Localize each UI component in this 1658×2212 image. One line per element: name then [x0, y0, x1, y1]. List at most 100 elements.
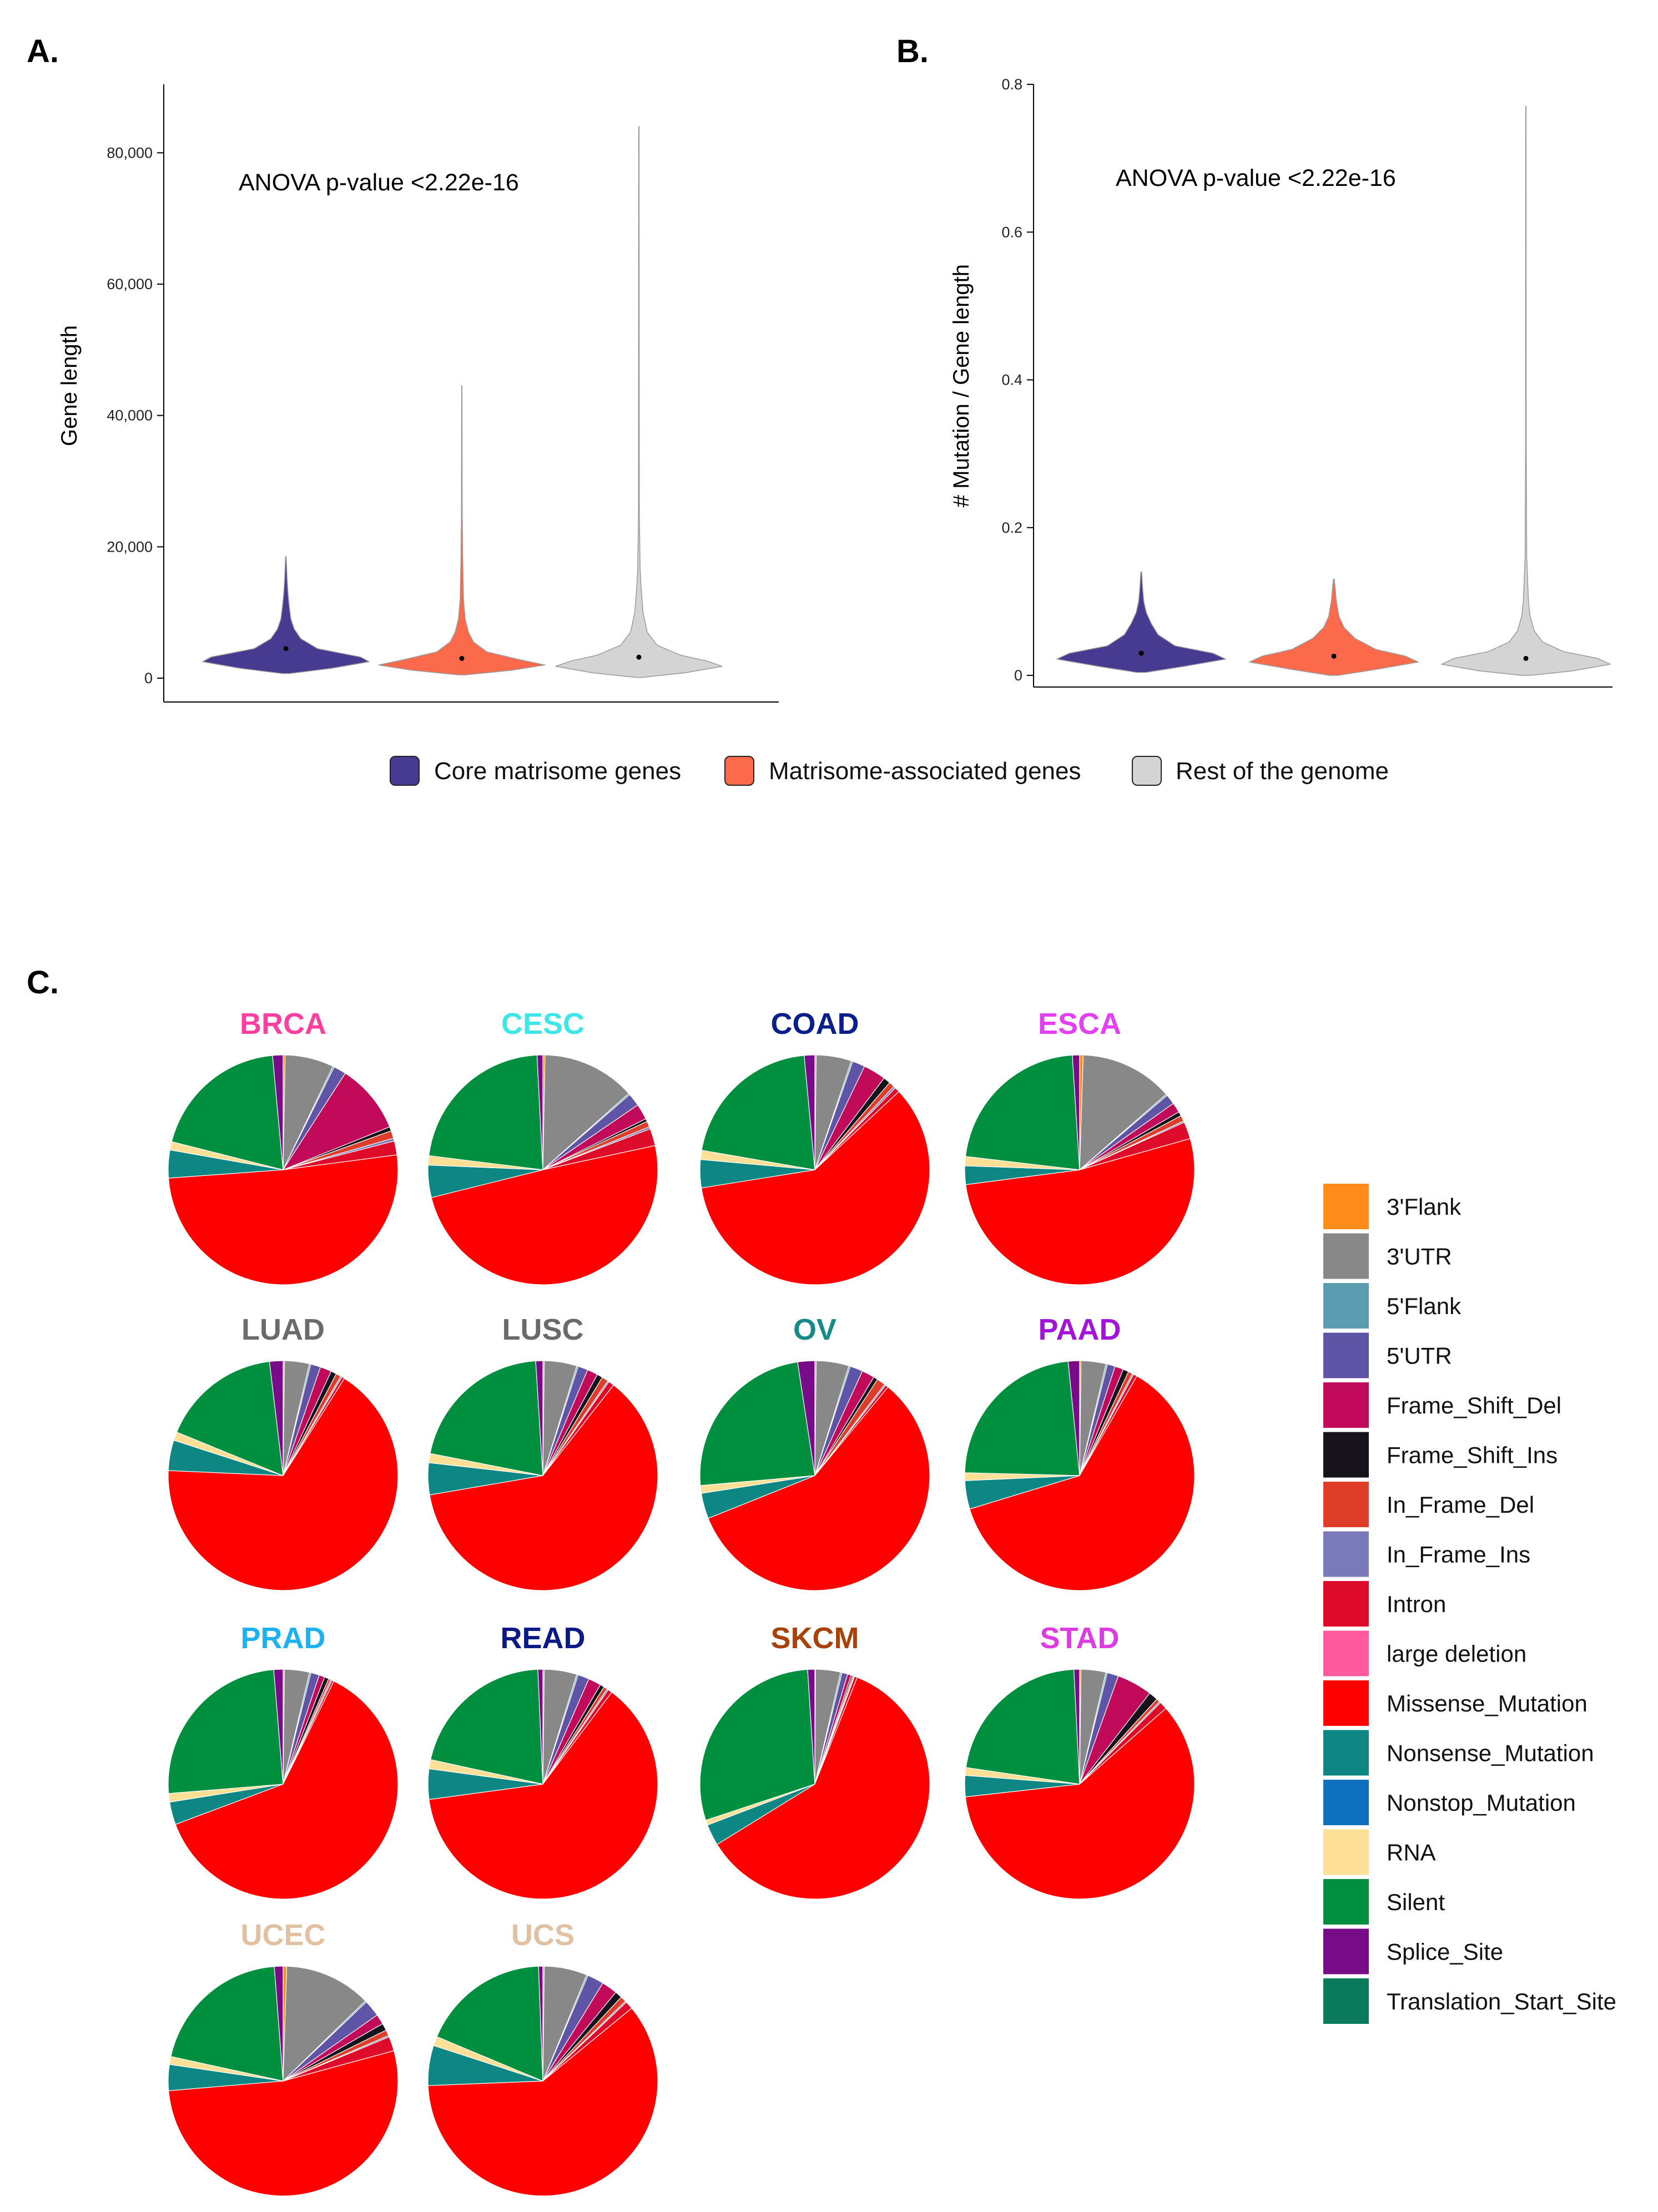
pie-slice-missense-mutation — [431, 1145, 658, 1285]
violins — [202, 126, 723, 678]
legend-label: Nonstop_Mutation — [1387, 1790, 1576, 1816]
legend-label: Frame_Shift_Ins — [1387, 1442, 1558, 1468]
pie-title: BRCA — [240, 1007, 326, 1041]
pie-slice-silent — [699, 1669, 815, 1821]
pie-grid: BRCA CESC COAD ESCA LUAD LUSC OV PAAD PRAD READ SK… — [168, 1007, 1195, 2196]
legend-label: Matrisome-associated genes — [769, 757, 1081, 785]
legend-item-3-utr: 3'UTR — [1323, 1233, 1452, 1279]
pie-slice-missense-mutation — [168, 1378, 399, 1591]
legend-item-large-deletion: large deletion — [1323, 1630, 1526, 1676]
pie-ucs: UCS — [427, 1918, 658, 2196]
violin-median-dot — [459, 656, 465, 661]
y-tick-label: 0.8 — [1001, 76, 1022, 93]
legend-item-intron: Intron — [1323, 1581, 1446, 1627]
legend-swatch — [1323, 1978, 1369, 2024]
pie-slice-silent — [428, 1054, 543, 1170]
pie-slice-missense-mutation — [429, 1691, 658, 1900]
pie-slice-missense-mutation — [708, 1386, 930, 1591]
pie-slice-missense-mutation — [965, 1708, 1195, 1900]
pie-slice-missense-mutation — [969, 1375, 1195, 1591]
pie-slice-missense-mutation — [965, 1138, 1195, 1285]
legend-label: Intron — [1387, 1591, 1446, 1617]
pie-esca: ESCA — [964, 1007, 1195, 1285]
pie-slice-silent — [436, 1966, 543, 2082]
pie-slice-missense-mutation — [717, 1676, 930, 1900]
legend-swatch — [390, 756, 420, 786]
y-tick-label: 0 — [144, 670, 153, 686]
violin-body — [555, 126, 723, 678]
y-tick-label: 60,000 — [107, 276, 153, 292]
legend-swatch — [1323, 1382, 1369, 1428]
pie-title: LUSC — [502, 1313, 584, 1346]
pie-slice-silent — [171, 1055, 284, 1170]
legend-label: Frame_Shift_Del — [1387, 1392, 1561, 1418]
pie-title: STAD — [1040, 1622, 1120, 1655]
pie-coad: COAD — [699, 1007, 930, 1285]
legend-item-missense-mutation: Missense_Mutation — [1323, 1680, 1588, 1726]
legend-swatch — [1323, 1432, 1369, 1478]
legend-item-splice-site: Splice_Site — [1323, 1928, 1503, 1974]
violin-body — [1441, 106, 1611, 676]
pie-title: READ — [500, 1622, 585, 1655]
pie-slice-missense-mutation — [427, 2007, 658, 2196]
legend-item-in-frame-del: In_Frame_Del — [1323, 1482, 1534, 1527]
pie-cesc: CESC — [427, 1007, 658, 1285]
pie-slice-missense-mutation — [429, 1385, 658, 1591]
pie-slice-splice-site — [272, 1054, 284, 1170]
pie-title: COAD — [771, 1007, 859, 1041]
pie-slice-splice-site — [273, 1669, 284, 1785]
pie-title: UCEC — [240, 1918, 325, 1952]
violin-body — [1056, 571, 1226, 673]
legend-item-rest: Rest of the genome — [1132, 756, 1389, 786]
legend-item-rna: RNA — [1323, 1829, 1436, 1875]
pie-slice-3-utr — [283, 1966, 366, 2082]
legend-label: RNA — [1387, 1840, 1436, 1866]
pie-slice-silent — [168, 1669, 284, 1794]
pie-slice-splice-site — [535, 1360, 543, 1476]
pie-luad: LUAD — [168, 1313, 399, 1591]
legend-swatch — [1323, 1780, 1369, 1825]
anova-annotation: ANOVA p-value <2.22e-16 — [239, 169, 519, 196]
violin-chart-gene-length: 0 20,000 40,000 60,000 80,000 Gene length AN… — [57, 84, 779, 703]
panel-a-label: A. — [27, 33, 59, 69]
pie-lusc: LUSC — [427, 1313, 658, 1591]
pie-slice-splice-site — [807, 1669, 815, 1785]
violins — [1056, 106, 1611, 676]
pie-slice-missense-mutation — [168, 1154, 399, 1285]
legend-item-frame-shift-del: Frame_Shift_Del — [1323, 1382, 1561, 1428]
legend-label: 3'Flank — [1387, 1194, 1462, 1220]
y-ticks: 0 0.2 0.4 0.6 0.8 — [1001, 76, 1034, 684]
legend-swatch — [1323, 1680, 1369, 1726]
legend-swatch — [1132, 756, 1162, 786]
pie-slice-missense-mutation — [175, 1680, 399, 1900]
legend-swatch — [1323, 1581, 1369, 1627]
pie-slice-splice-site — [804, 1054, 815, 1170]
pie-slice-splice-site — [797, 1360, 815, 1476]
pie-slice-silent — [701, 1055, 815, 1170]
legend-swatch — [724, 756, 754, 786]
legend-item-core: Core matrisome genes — [390, 756, 681, 786]
legend-label: Silent — [1387, 1889, 1445, 1915]
pie-slice-splice-site — [269, 1360, 284, 1476]
pie-stad: STAD — [964, 1622, 1195, 1900]
violin-core-matrisome-genes — [1056, 571, 1226, 673]
pie-slice-3-utr — [542, 1054, 629, 1171]
legend-swatch — [1323, 1184, 1369, 1229]
pie-slice-silent — [699, 1361, 815, 1486]
violin-rest-of-the-genome — [1441, 106, 1611, 676]
pie-slice-silent — [430, 1360, 543, 1476]
legend-swatch — [1323, 1233, 1369, 1279]
panel-b-label: B. — [896, 33, 929, 69]
pie-title: SKCM — [771, 1622, 859, 1655]
violin-body — [202, 556, 370, 674]
y-ticks: 0 20,000 40,000 60,000 80,000 — [107, 144, 164, 686]
legend-swatch — [1323, 1531, 1369, 1577]
legend-item-5-flank: 5'Flank — [1323, 1283, 1462, 1329]
pie-slice-silent — [965, 1054, 1080, 1170]
pie-title: UCS — [511, 1918, 574, 1952]
pie-skcm: SKCM — [699, 1622, 930, 1900]
legend-item-nonsense-mutation: Nonsense_Mutation — [1323, 1730, 1594, 1776]
violin-body — [1249, 579, 1419, 676]
legend-swatch — [1323, 1879, 1369, 1925]
